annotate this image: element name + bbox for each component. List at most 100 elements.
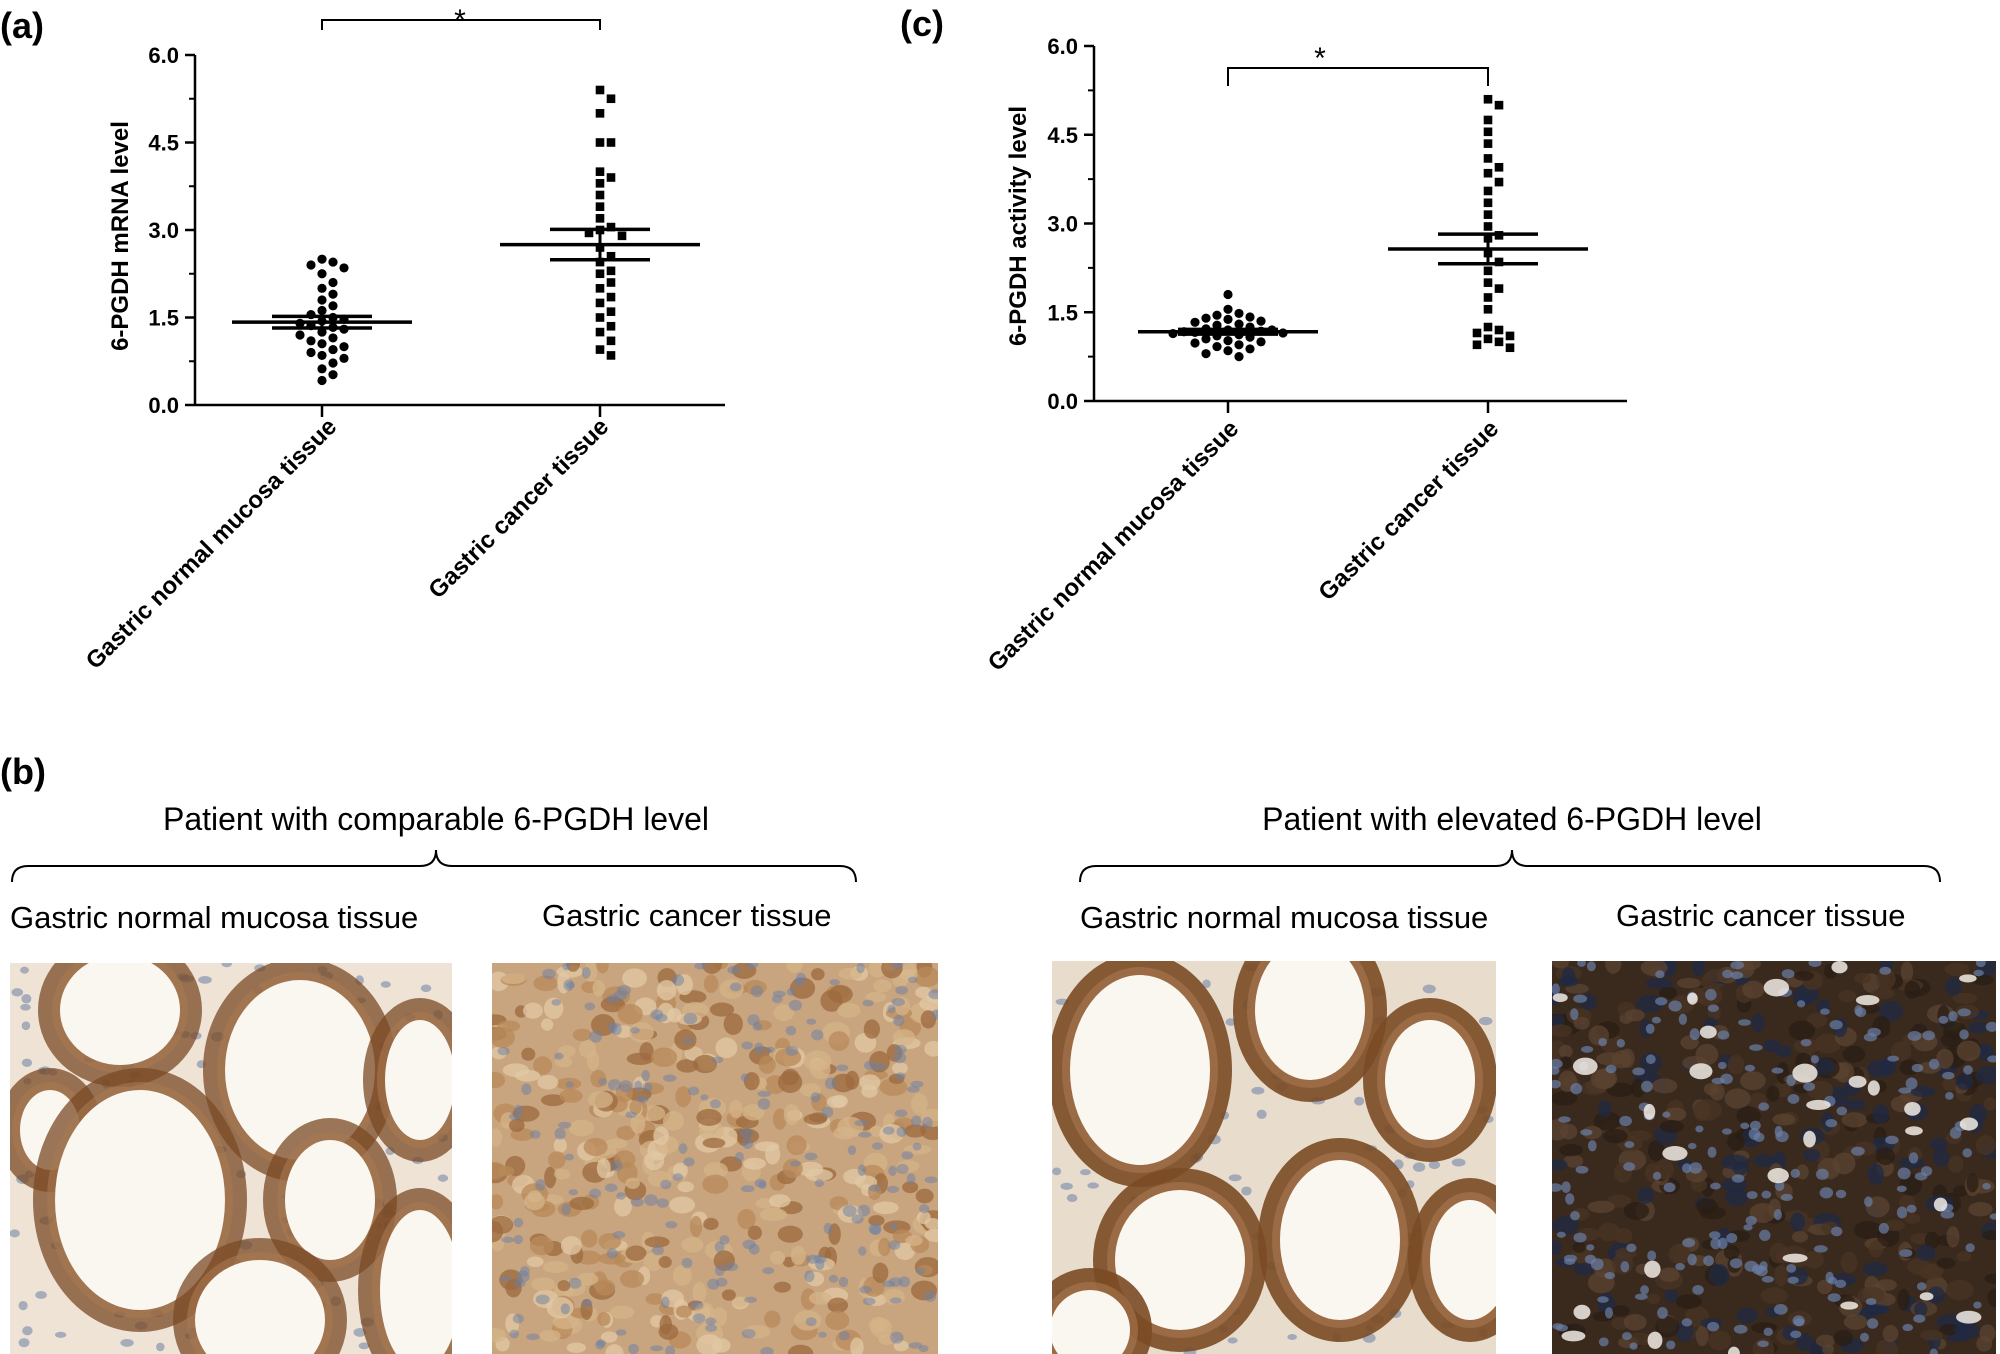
tissue-cell bbox=[689, 1215, 703, 1238]
tissue-cell bbox=[838, 967, 863, 980]
cell-nucleus bbox=[1835, 1279, 1847, 1289]
chart-c-point-normal bbox=[1234, 340, 1244, 350]
cell-nucleus bbox=[515, 1270, 530, 1283]
cell-nucleus bbox=[714, 1241, 725, 1253]
tissue-cell bbox=[597, 1312, 611, 1327]
tissue-cell bbox=[1795, 1333, 1814, 1352]
tissue-cell bbox=[772, 1108, 787, 1130]
chart-a-point-cancer bbox=[606, 321, 616, 331]
chart-c-ytick-label: 4.5 bbox=[1047, 123, 1078, 148]
chart-c-point-cancer bbox=[1483, 278, 1493, 287]
tissue-cell bbox=[592, 979, 606, 997]
tissue-cell bbox=[502, 1063, 530, 1077]
tissue-cell bbox=[531, 1277, 556, 1292]
tissue-cell bbox=[764, 1310, 781, 1328]
chart-c-point-normal bbox=[1256, 316, 1266, 326]
tissue-cell bbox=[622, 968, 647, 988]
clear-space bbox=[1959, 974, 1977, 983]
chart-c-point-cancer bbox=[1494, 100, 1504, 110]
chart-a-point-normal bbox=[317, 283, 327, 293]
cell-nucleus bbox=[598, 1078, 608, 1086]
stroma-nucleus bbox=[21, 994, 32, 1004]
cell-nucleus bbox=[513, 1234, 523, 1245]
chart-c-point-cancer bbox=[1483, 334, 1493, 344]
tissue-cell bbox=[1868, 1240, 1884, 1258]
cell-nucleus bbox=[1945, 1091, 1954, 1100]
cell-nucleus bbox=[931, 1009, 938, 1020]
cell-nucleus bbox=[509, 1329, 520, 1339]
tissue-cell bbox=[1572, 1241, 1586, 1253]
tissue-cell bbox=[1900, 961, 1914, 983]
stroma-nucleus bbox=[18, 1338, 30, 1348]
tissue-cell bbox=[1975, 1066, 1996, 1085]
cell-nucleus bbox=[887, 1004, 896, 1014]
cell-nucleus bbox=[871, 1142, 884, 1150]
cell-nucleus bbox=[1829, 1020, 1843, 1030]
tissue-cell bbox=[1968, 1021, 1989, 1034]
tissue-cell bbox=[566, 1342, 586, 1353]
cell-nucleus bbox=[1864, 1196, 1873, 1207]
cell-nucleus bbox=[1703, 1255, 1714, 1267]
tissue-cell bbox=[1920, 1329, 1944, 1341]
tissue-cell bbox=[702, 1174, 729, 1194]
cell-nucleus bbox=[1580, 1129, 1593, 1136]
stroma-nucleus bbox=[1228, 1174, 1242, 1182]
cell-nucleus bbox=[1730, 961, 1745, 970]
panel-b-header-comparable: Patient with comparable 6-PGDH level bbox=[163, 801, 709, 837]
tissue-cell bbox=[703, 1217, 719, 1231]
cell-nucleus bbox=[1959, 1029, 1969, 1040]
clear-space bbox=[1763, 978, 1790, 997]
cell-nucleus bbox=[1831, 1226, 1843, 1237]
cell-nucleus bbox=[1975, 961, 1986, 968]
tissue-cell bbox=[696, 1334, 723, 1354]
tissue-cell bbox=[1842, 1045, 1866, 1063]
tissue-cell bbox=[1774, 1264, 1788, 1287]
tissue-cell bbox=[644, 1151, 665, 1171]
tissue-cell bbox=[1606, 1082, 1634, 1098]
tissue-cell bbox=[723, 1013, 743, 1035]
tissue-cell bbox=[831, 1073, 855, 1093]
cell-nucleus bbox=[1707, 1321, 1720, 1332]
clear-space bbox=[1552, 993, 1568, 1003]
cell-nucleus bbox=[1692, 1284, 1704, 1295]
tissue-cell bbox=[557, 1280, 571, 1292]
tissue-cell bbox=[808, 1291, 832, 1305]
tissue-cell bbox=[773, 1004, 795, 1022]
stroma-nucleus bbox=[1287, 1333, 1297, 1340]
tissue-cell bbox=[915, 986, 932, 999]
chart-a-ytick-label: 4.5 bbox=[148, 131, 179, 156]
cell-nucleus bbox=[1682, 1238, 1696, 1248]
tissue-cell bbox=[1832, 1152, 1856, 1175]
cell-nucleus bbox=[1619, 1115, 1632, 1127]
cell-nucleus bbox=[705, 1317, 717, 1326]
tissue-cell bbox=[630, 1113, 646, 1134]
tissue-cell bbox=[1854, 1221, 1882, 1240]
tissue-cell bbox=[650, 1047, 678, 1068]
chart-c-point-cancer bbox=[1472, 340, 1482, 350]
chart-a-ytick-label: 6.0 bbox=[148, 43, 179, 68]
chart-c-ytick-label: 3.0 bbox=[1047, 212, 1078, 237]
cell-nucleus bbox=[1865, 1298, 1877, 1305]
cell-nucleus bbox=[824, 1077, 837, 1090]
tissue-cell bbox=[805, 1168, 833, 1182]
tissue-cell bbox=[653, 1126, 669, 1146]
cell-nucleus bbox=[1989, 1213, 1996, 1220]
cell-nucleus bbox=[724, 1262, 739, 1272]
cell-nucleus bbox=[772, 990, 786, 998]
stroma-nucleus bbox=[35, 1291, 47, 1299]
tissue-cell bbox=[703, 1162, 728, 1179]
chart-a-point-normal bbox=[328, 301, 338, 311]
cell-nucleus bbox=[660, 1179, 672, 1190]
cell-nucleus bbox=[1651, 1016, 1661, 1024]
cell-nucleus bbox=[896, 1126, 907, 1138]
cell-nucleus bbox=[1878, 1222, 1890, 1234]
clear-space bbox=[1782, 1253, 1808, 1263]
chart-a-point-cancer bbox=[595, 284, 605, 293]
tissue-cell bbox=[1772, 1113, 1796, 1126]
chart-a-point-cancer bbox=[595, 298, 605, 308]
tissue-cell bbox=[541, 1018, 554, 1031]
cell-nucleus bbox=[595, 1340, 605, 1350]
tissue-cell bbox=[580, 1229, 598, 1248]
cell-nucleus bbox=[1759, 1261, 1768, 1271]
tissue-cell bbox=[1646, 1293, 1661, 1305]
